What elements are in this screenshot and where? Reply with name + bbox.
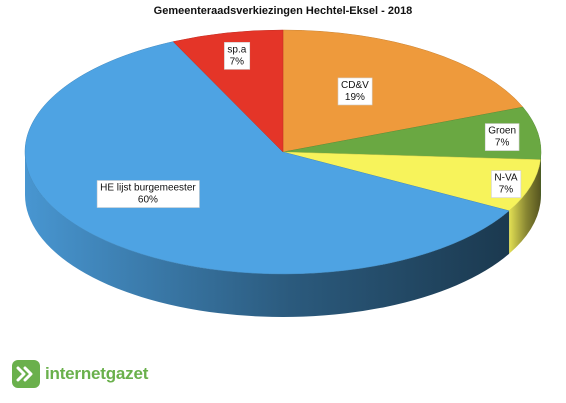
slice-name-label: sp.a bbox=[227, 44, 246, 55]
slice-percent-label: 19% bbox=[345, 92, 365, 103]
slice-name-label: CD&V bbox=[341, 80, 369, 91]
slice-name-label: N-VA bbox=[494, 173, 517, 184]
slice-n-va bbox=[282, 151, 541, 212]
slice-percent-label: 60% bbox=[138, 195, 158, 206]
chart-title: Gemeenteraadsverkiezingen Hechtel-Eksel … bbox=[154, 5, 413, 17]
brand-name: internetgazet bbox=[45, 364, 149, 383]
double-chevron-logo-icon bbox=[12, 360, 40, 388]
slice-percent-label: 7% bbox=[499, 185, 514, 196]
slice-name-label: Groen bbox=[488, 126, 516, 137]
slice-side-groen bbox=[540, 152, 541, 203]
slice-label: N-VA7% bbox=[491, 170, 522, 198]
slice-groen bbox=[282, 106, 542, 160]
slice-he-lijst-burgemeester bbox=[24, 41, 510, 275]
slice-name-label: HE lijst burgemeester bbox=[100, 183, 196, 194]
slice-label-box bbox=[96, 180, 200, 208]
slice-sp-a bbox=[172, 29, 284, 153]
slice-label-box bbox=[484, 123, 520, 151]
internetgazet-logo: internetgazet bbox=[11, 358, 148, 390]
slice-label: sp.a7% bbox=[224, 42, 251, 70]
slice-side-he-lijst-burgemeester bbox=[25, 152, 510, 317]
slice-cd-v bbox=[282, 29, 524, 153]
slice-label-box bbox=[491, 170, 522, 198]
slice-label-box bbox=[224, 42, 251, 70]
slice-percent-label: 7% bbox=[230, 56, 245, 67]
slice-label-box bbox=[337, 77, 373, 106]
slice-label: CD&V19% bbox=[337, 77, 373, 106]
pie-slices bbox=[24, 29, 542, 275]
slice-percent-label: 7% bbox=[495, 138, 510, 149]
